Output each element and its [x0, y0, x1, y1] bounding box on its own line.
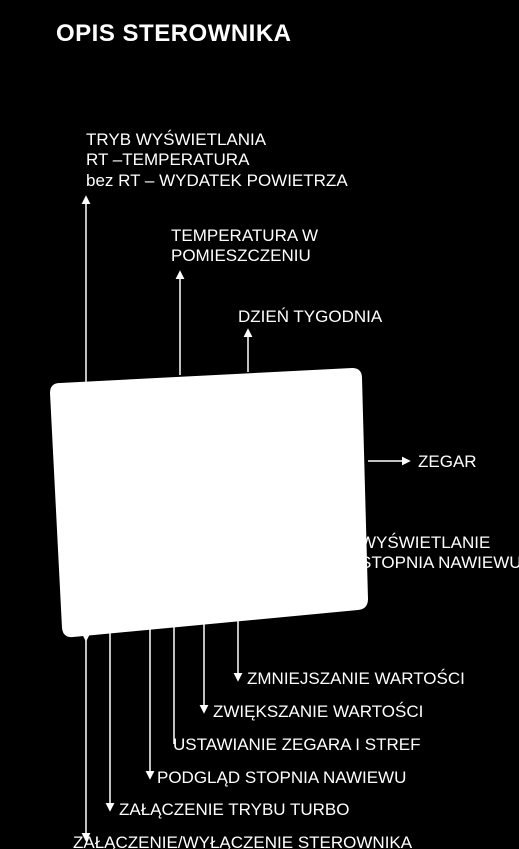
label-turbo: ZAŁĄCZENIE TRYBU TURBO — [119, 800, 350, 820]
page-title: OPIS STEROWNIKA — [56, 20, 292, 48]
label-weekday: DZIEŃ TYGODNIA — [238, 307, 382, 327]
label-fan-display: WYŚWIETLANIE STOPNIA NAWIEWU — [360, 533, 519, 574]
label-decrease: ZMNIEJSZANIE WARTOŚCI — [247, 669, 465, 689]
diagram-canvas: OPIS STEROWNIKA TRYB WYŚWIETLANIA RT –TE… — [0, 0, 519, 849]
label-room-temp: TEMPERATURA W POMIESZCZENIU — [171, 226, 318, 267]
label-power: ZAŁĄCZENIE/WYŁĄCZENIE STEROWNIKA — [73, 833, 412, 849]
label-display-mode: TRYB WYŚWIETLANIA RT –TEMPERATURA bez RT… — [86, 130, 348, 191]
device-shape — [50, 368, 368, 637]
label-clock-zones: USTAWIANIE ZEGARA I STREF — [173, 735, 420, 755]
label-clock: ZEGAR — [418, 452, 477, 472]
label-fan-preview: PODGLĄD STOPNIA NAWIEWU — [157, 768, 406, 788]
label-increase: ZWIĘKSZANIE WARTOŚCI — [213, 702, 423, 722]
